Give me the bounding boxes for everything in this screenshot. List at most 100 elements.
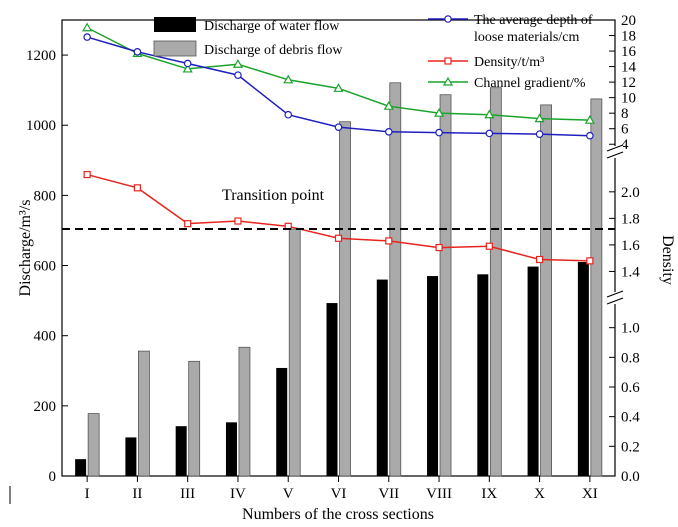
left-axis-tick-label: 1000 [26, 118, 56, 134]
left-axis-tick-label: 600 [34, 259, 57, 275]
average-depth-point [384, 128, 393, 136]
average-depth-point [535, 130, 544, 138]
density-line [86, 173, 590, 262]
right-axis-lower-tick-label: 0.6 [621, 380, 640, 396]
left-axis-tick-label: 800 [34, 188, 57, 204]
bar-water-flow [477, 274, 489, 476]
y-axis-left-title: Discharge/m³/s [17, 200, 34, 297]
bar-debris-flow [339, 121, 351, 477]
left-axis-tick-label: 400 [34, 329, 57, 345]
average-depth-point [435, 128, 443, 137]
channel-gradient-point [383, 100, 394, 110]
channel-gradient-point [484, 109, 495, 119]
channel-gradient-point [232, 59, 243, 68]
bar-debris-flow [389, 82, 402, 477]
right-axis-upper-tick-label: 6 [621, 122, 629, 138]
density-point [83, 170, 91, 179]
legend-swatch-water [154, 17, 196, 32]
legend-swatch-debris [153, 40, 197, 57]
average-depth-point [234, 71, 242, 79]
x-axis-tick-label: III [180, 486, 195, 502]
axis-break-mark [606, 297, 624, 305]
legend-label-density: Density/t/m³ [474, 55, 544, 70]
legend-label-debris: Discharge of debris flow [204, 43, 343, 58]
x-axis-tick-label: VII [378, 486, 399, 502]
bar-debris-flow [540, 104, 552, 477]
bar-water-flow [175, 426, 187, 476]
legend-marker-density [444, 57, 452, 65]
x-axis-tick-label: II [132, 486, 142, 502]
right-axis-upper-tick-label: 20 [621, 13, 636, 29]
left-axis-tick-label: 1200 [26, 48, 56, 64]
channel-gradient-point [182, 63, 193, 73]
right-axis-lower-tick-label: 1.0 [621, 321, 640, 337]
channel-gradient-point [82, 22, 93, 32]
x-axis-tick-label: V [283, 486, 294, 502]
right-axis-upper-tick-label: 8 [621, 106, 629, 122]
average-depth-point [83, 33, 91, 41]
legend-label-depth-line1: The average depth of [474, 13, 593, 28]
bar-water-flow [326, 303, 338, 476]
bar-debris-flow [489, 87, 502, 477]
bar-water-flow [75, 459, 87, 476]
x-axis-title: Numbers of the cross sections [242, 506, 434, 523]
right-axis-upper-tick-label: 4 [621, 137, 629, 153]
legend-lines: The average depth of loose materials/cm … [428, 13, 593, 91]
x-axis-tick-label: IX [481, 486, 497, 502]
right-axis-upper-tick-label: 14 [621, 60, 637, 76]
left-axis-tick-label: 0 [49, 469, 57, 485]
average-depth-point [133, 48, 142, 56]
density-point [586, 257, 594, 265]
density-point [535, 255, 544, 264]
bar-water-flow [427, 276, 439, 476]
axes-layer: 0 200 400 600 800 1000 1200 0.0 0.2 0.4 0.6 0.8 1.0 1… [26, 13, 640, 502]
average-depth-point [183, 59, 192, 68]
left-axis-tick-label: 200 [34, 399, 57, 415]
bar-debris-flow [439, 94, 452, 477]
right-axis-upper-tick-label: 16 [621, 44, 637, 60]
axis-break-mark [606, 144, 624, 152]
bar-water-flow [527, 266, 539, 476]
x-axis-tick-label: X [534, 486, 545, 502]
bar-water-flow [125, 437, 137, 476]
bar-debris-flow [87, 413, 100, 477]
x-axis-tick-label: VI [331, 486, 347, 502]
right-axis-lower-tick-label: 0.0 [621, 469, 640, 485]
average-depth-point [334, 123, 343, 131]
bar-water-flow [225, 422, 237, 476]
channel-gradient-point [333, 83, 344, 92]
x-axis-tick-label: IV [230, 486, 246, 502]
density-point [334, 234, 343, 242]
density-point [234, 217, 242, 225]
density-point [385, 237, 393, 245]
bar-water-flow [577, 262, 589, 476]
density-point [485, 242, 493, 250]
average-depth-point [485, 129, 494, 138]
bar-water-flow [376, 279, 388, 476]
lines-layer [82, 22, 595, 265]
legend-label-water: Discharge of water flow [204, 19, 340, 34]
right-axis-middle-tick-label: 1.4 [621, 264, 640, 280]
bar-debris-flow [288, 228, 301, 477]
right-axis-lower-tick-label: 0.2 [621, 439, 640, 455]
right-axis-upper-tick-label: 10 [621, 91, 636, 107]
right-axis-middle-tick-label: 1.8 [621, 211, 640, 227]
channel-gradient-point [534, 113, 545, 123]
right-axis-upper-tick-label: 18 [621, 29, 636, 45]
bar-debris-flow [590, 98, 603, 477]
legend-marker-gradient [442, 76, 454, 86]
legend-label-gradient: Channel gradient/% [474, 76, 586, 91]
right-axis-lower-tick-label: 0.4 [621, 410, 640, 426]
right-axis-middle-tick-label: 1.6 [621, 238, 640, 254]
x-axis-tick-label: XI [582, 486, 598, 502]
transition-point-label: Transition point [222, 187, 325, 204]
bar-water-flow [276, 367, 288, 476]
legend-label-depth-line2: loose materials/cm [474, 30, 579, 45]
right-axis-upper-tick-label: 12 [621, 75, 636, 91]
bars-layer [75, 82, 603, 477]
channel-gradient-point [584, 114, 595, 124]
x-axis-tick-label: I [85, 486, 90, 502]
bar-debris-flow [138, 350, 150, 477]
average-depth-point [586, 131, 594, 140]
